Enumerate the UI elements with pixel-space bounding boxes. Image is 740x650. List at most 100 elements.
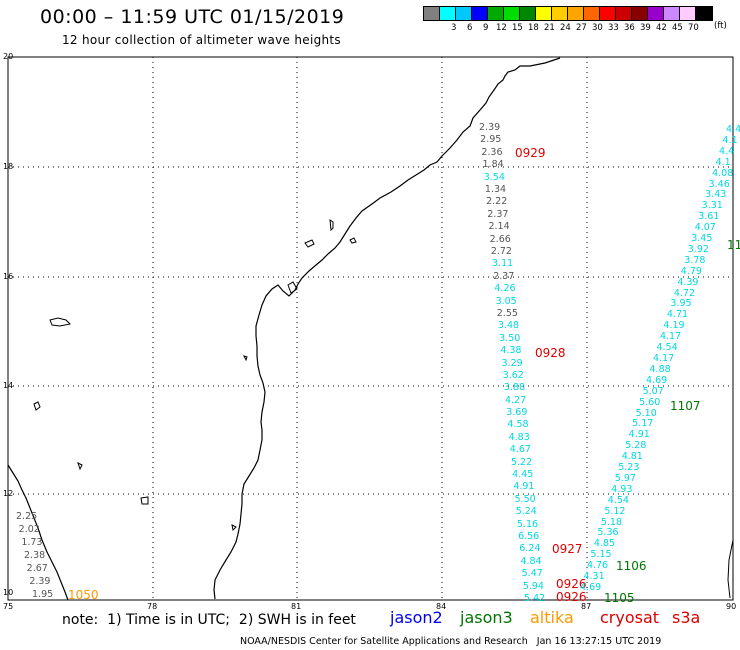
- track-a-value: 3.05: [495, 295, 517, 307]
- track-a-value: 3.54: [483, 171, 505, 183]
- satellite-jason2: jason2: [390, 608, 443, 627]
- track-a-value: 3.50: [499, 332, 521, 344]
- track-b-value: 4.54: [656, 342, 678, 354]
- y-label-12: 12: [3, 489, 14, 498]
- track-a-value: 5.47: [521, 568, 543, 580]
- legend-swatch-bar: [423, 6, 713, 21]
- track-a-value: 5.94: [522, 580, 544, 592]
- coastline-east: [213, 57, 561, 600]
- legend-swatch: [648, 7, 664, 20]
- track-b-value: 4.31: [583, 571, 605, 583]
- satellite-jason3: jason3: [460, 608, 513, 627]
- legend-label-row: 3 6 9 12 15 18 21 24 27 30 33 36 39 42 45 70: [423, 23, 713, 35]
- track-a-value: 2.95: [480, 134, 502, 146]
- island-marker: [287, 281, 298, 294]
- track-a-value: 4.27: [505, 394, 527, 406]
- track-b-value: 3.45: [691, 233, 713, 245]
- track-b-value: 4.39: [677, 276, 699, 288]
- track-a-value: 6.56: [518, 531, 540, 543]
- lake-7: [231, 524, 237, 532]
- track-a-value: 3.88: [503, 382, 526, 394]
- track-a-time: 0928: [535, 346, 566, 360]
- track-b-value: 4.76: [586, 560, 609, 572]
- track-a-value: 5.24: [515, 506, 537, 518]
- page-subtitle: 12 hour collection of altimeter wave hei…: [62, 33, 341, 47]
- footer-credit: NOAA/NESDIS Center for Satellite Applica…: [240, 636, 661, 647]
- track-a-value: 2.66: [489, 233, 511, 245]
- track-a-value: 5.50: [514, 493, 536, 505]
- track-a-value: 4.58: [507, 419, 529, 431]
- track-b-value: 5.97: [614, 472, 636, 484]
- legend-tick-label: 9: [483, 23, 489, 33]
- legend-swatch: [696, 7, 712, 20]
- track-a-value: 4.38: [500, 345, 522, 357]
- y-label-14: 14: [3, 381, 14, 390]
- track-b-value: 3.92: [687, 243, 709, 255]
- legend-swatch: [600, 7, 616, 20]
- track-a-value: 2.22: [486, 196, 508, 208]
- track-b-value: 4.79: [680, 265, 702, 277]
- track-b-time: 1107: [670, 399, 701, 413]
- legend-tick-label: 45: [672, 23, 683, 33]
- track-a-time: 0926: [556, 590, 587, 604]
- legend-swatch: [440, 7, 456, 20]
- track-a-value: 6.24: [519, 543, 541, 555]
- legend-swatch: [536, 7, 552, 20]
- track-a-value: 3.48: [497, 320, 520, 332]
- track-b-value: 4.85: [593, 538, 616, 550]
- track-a-value: 4.67: [509, 444, 531, 456]
- legend-tick-label: 12: [496, 23, 507, 33]
- track-a-value: 4.91: [513, 481, 535, 493]
- legend-tick-label: 36: [624, 23, 635, 33]
- track-a-value: 2.36: [481, 146, 503, 158]
- track-a-value: 4.84: [520, 555, 542, 567]
- legend-swatch: [680, 7, 696, 20]
- track-a-value: 4.83: [508, 431, 530, 443]
- track-b-value: 5.07: [642, 385, 664, 397]
- track-b-value: 5.28: [625, 440, 647, 452]
- y-label-18: 18: [3, 162, 14, 171]
- legend-swatch: [488, 7, 504, 20]
- y-label-16: 16: [3, 272, 14, 281]
- track-a-value: 2.37: [487, 208, 509, 220]
- track-a-value: 4.45: [512, 469, 534, 481]
- lake-1: [49, 317, 72, 327]
- track-a-value: 1.34: [484, 183, 507, 195]
- track-a-value: 3.62: [502, 369, 524, 381]
- coastline-west: [7, 464, 69, 601]
- y-label-10: 10: [3, 588, 14, 597]
- track-b-value: 5.12: [604, 505, 626, 517]
- track-a-value: 3.69: [506, 407, 528, 419]
- track-a-value: 4.26: [494, 283, 516, 295]
- island-godavari: [329, 218, 334, 232]
- track-b-value: 4.17: [659, 331, 682, 343]
- track-c-value: 2.67: [26, 563, 48, 574]
- track-b-value: 4.71: [666, 309, 689, 321]
- track-b-value: 5.10: [635, 407, 657, 419]
- track-c-value: 2.02: [18, 524, 40, 535]
- track-c-value: 2.38: [24, 550, 46, 561]
- satellite-altika: altika: [530, 608, 574, 627]
- legend-tick-label: 42: [656, 23, 667, 33]
- lake-3: [77, 462, 83, 471]
- x-label-84: 84: [436, 602, 447, 611]
- legend-swatch: [456, 7, 472, 20]
- track-b-value: 3.43: [705, 189, 727, 201]
- track-b-value: 5.18: [600, 516, 622, 528]
- track-b-value: 4.4: [719, 145, 735, 157]
- track-b-value: 5.60: [639, 396, 661, 408]
- color-legend: 3 6 9 12 15 18 21 24 27 30 33 36 39 42 45 70: [423, 6, 713, 35]
- legend-tick-label: 3: [451, 23, 457, 33]
- track-a-value: 3.29: [501, 357, 523, 369]
- legend-tick-label: 18: [528, 23, 539, 33]
- lake-6: [349, 237, 357, 244]
- track-b-value: 5.36: [597, 527, 619, 539]
- track-a-value: 2.55: [496, 307, 518, 319]
- track-a-value: 3.11: [492, 258, 514, 270]
- legend-tick-label: 6: [467, 23, 473, 33]
- legend-swatch: [584, 7, 600, 20]
- track-a-value: 5.16: [516, 518, 539, 530]
- track-c-value: 2.39: [29, 576, 51, 587]
- legend-swatch: [424, 7, 440, 20]
